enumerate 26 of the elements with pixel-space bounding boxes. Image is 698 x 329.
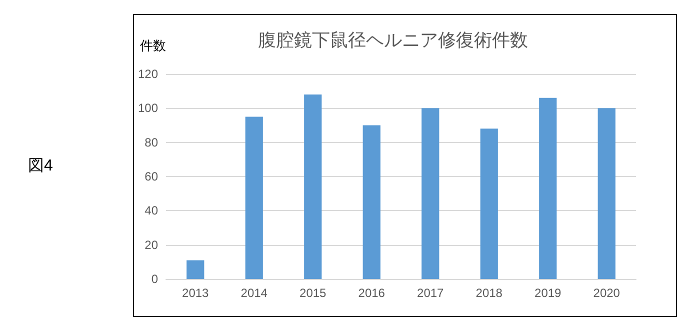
chart-title: 腹腔鏡下鼠径ヘルニア修復術件数: [258, 30, 528, 50]
caption: 図4: [28, 158, 53, 174]
bar: [304, 94, 322, 279]
x-tick-label: 2014: [240, 286, 268, 300]
bar: [539, 98, 557, 279]
y-tick-label: 40: [144, 204, 158, 218]
x-tick-label: 2015: [300, 286, 327, 300]
y-tick-label: 100: [138, 101, 158, 116]
y-tick-label: 0: [151, 272, 158, 286]
x-tick-label: 2016: [358, 286, 386, 300]
bar: [362, 125, 380, 279]
bar: [422, 108, 440, 279]
y-axis-title: 件数: [140, 38, 166, 53]
x-tick-label: 2013: [182, 286, 210, 300]
bar: [245, 116, 263, 279]
bar: [598, 108, 616, 279]
bar: [480, 128, 498, 279]
y-tick-label: 120: [138, 67, 158, 81]
x-tick-label: 2017: [417, 286, 444, 300]
x-tick-label: 2020: [593, 286, 620, 300]
x-tick-label: 2018: [476, 286, 503, 300]
bar: [186, 260, 204, 279]
x-tick-label: 2019: [534, 286, 562, 300]
y-tick-label: 20: [144, 238, 158, 252]
y-tick-label: 80: [144, 135, 158, 150]
y-tick-label: 60: [144, 170, 158, 184]
